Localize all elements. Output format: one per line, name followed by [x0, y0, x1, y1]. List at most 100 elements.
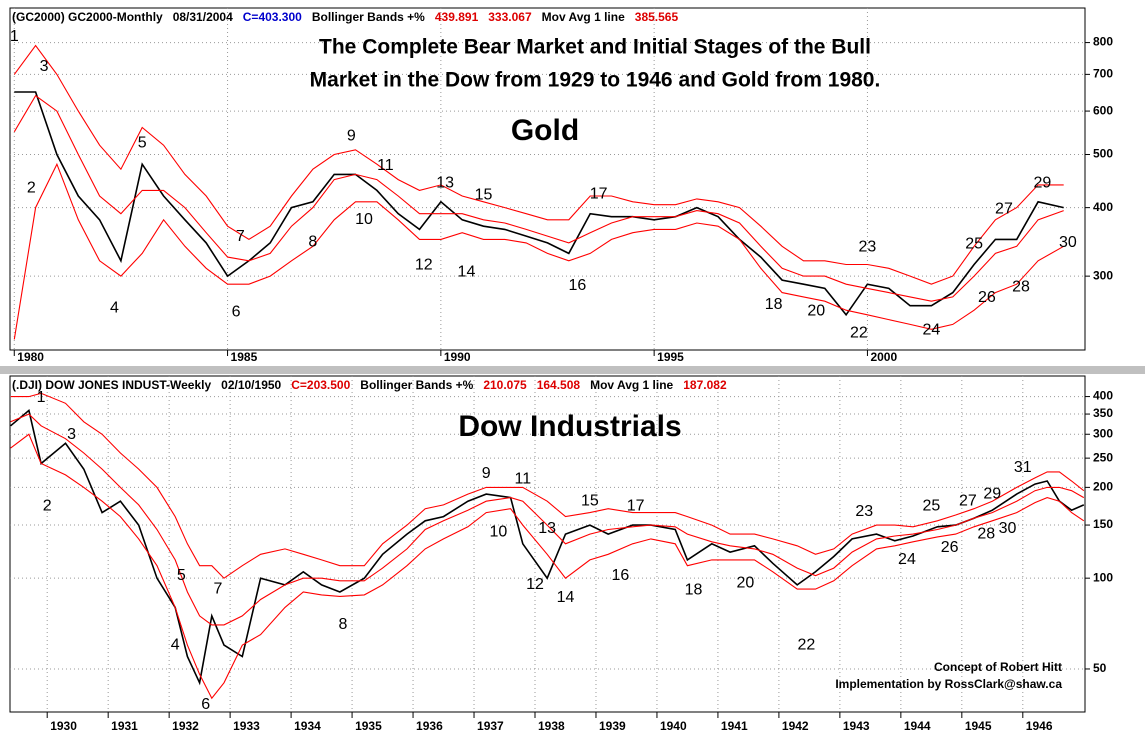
x-tick-label: 1995: [657, 350, 684, 364]
y-tick-label: 350: [1093, 406, 1113, 420]
y-tick-label: 50: [1093, 661, 1107, 675]
band-line: [10, 433, 1085, 700]
wave-label: 14: [458, 263, 476, 280]
header-part: 333.067: [488, 10, 532, 24]
panel-label: Gold: [511, 114, 579, 147]
x-tick-label: 1939: [599, 719, 626, 733]
x-tick-label: 1990: [444, 350, 471, 364]
x-tick-label: 1930: [50, 719, 77, 733]
plot-frame: [9, 375, 1086, 713]
x-tick-label: 1985: [231, 350, 258, 364]
y-tick-label: 250: [1093, 450, 1113, 464]
wave-label: 30: [1059, 234, 1077, 251]
x-tick-label: 1938: [538, 719, 565, 733]
wave-label: 31: [1014, 459, 1032, 476]
band-line: [13, 44, 1064, 285]
x-tick-label: 1944: [904, 719, 931, 733]
wave-label: 9: [482, 465, 491, 482]
header-part: 08/31/2004: [173, 10, 233, 24]
wave-label: 15: [581, 492, 599, 509]
chart-title: The Complete Bear Market and Initial Sta…: [319, 36, 871, 59]
panel-label: Dow Industrials: [458, 410, 681, 443]
header-part: 164.508: [537, 378, 581, 392]
wave-label: 27: [959, 492, 977, 509]
y-tick-label: 500: [1093, 147, 1113, 161]
x-tick-label: 1941: [721, 719, 748, 733]
wave-label: 10: [355, 211, 373, 228]
wave-label: 26: [941, 539, 959, 556]
header-part: 187.082: [683, 378, 727, 392]
chart-title: Market in the Dow from 1929 to 1946 and …: [310, 69, 881, 92]
header-part: 02/10/1950: [221, 378, 281, 392]
header-part: C=403.300: [243, 10, 302, 24]
wave-label: 10: [490, 523, 508, 540]
x-tick-label: 1935: [355, 719, 382, 733]
wave-label: 18: [685, 582, 703, 599]
wave-label: 17: [590, 186, 608, 203]
band-line: [13, 162, 1064, 340]
wave-label: 4: [110, 300, 119, 317]
wave-label: 13: [436, 175, 454, 192]
y-tick-label: 100: [1093, 570, 1113, 584]
wave-label: 4: [171, 636, 180, 653]
wave-label: 22: [797, 636, 815, 653]
y-tick-label: 800: [1093, 35, 1113, 49]
wave-label: 12: [526, 576, 544, 593]
wave-label: 29: [1033, 175, 1051, 192]
wave-label: 3: [67, 426, 76, 443]
wave-label: 20: [736, 575, 754, 592]
wave-label: 28: [977, 525, 995, 542]
x-tick-label: 1945: [965, 719, 992, 733]
wave-label: 7: [213, 580, 222, 597]
header-part: Bollinger Bands +%: [360, 378, 473, 392]
header-part: Mov Avg 1 line: [590, 378, 673, 392]
y-tick-label: 200: [1093, 480, 1113, 494]
x-tick-label: 2000: [870, 350, 897, 364]
wave-label: 28: [1012, 279, 1030, 296]
wave-label: 5: [138, 135, 147, 152]
wave-label: 25: [922, 498, 940, 515]
x-tick-label: 1943: [843, 719, 870, 733]
wave-label: 1: [10, 28, 19, 45]
band-line: [13, 94, 1064, 302]
wave-label: 26: [978, 289, 996, 306]
header-part: C=203.500: [291, 378, 350, 392]
wave-label: 27: [995, 201, 1013, 218]
wave-label: 9: [347, 127, 356, 144]
y-tick-label: 600: [1093, 103, 1113, 117]
band-line: [10, 413, 1085, 626]
x-tick-label: 1937: [477, 719, 504, 733]
credit: Concept of Robert Hitt: [934, 660, 1062, 674]
wave-label: 5: [177, 567, 186, 584]
wave-label: 8: [338, 616, 347, 633]
header-part: Mov Avg 1 line: [542, 10, 625, 24]
x-tick-label: 1934: [294, 719, 321, 733]
x-tick-label: 1933: [233, 719, 260, 733]
header-part: 385.565: [635, 10, 679, 24]
header-part: 210.075: [483, 378, 527, 392]
header-part: (GC2000) GC2000-Monthly: [12, 10, 163, 24]
wave-label: 2: [27, 179, 36, 196]
wave-label: 2: [43, 498, 52, 515]
y-tick-label: 300: [1093, 426, 1113, 440]
x-tick-label: 1946: [1026, 719, 1053, 733]
wave-label: 24: [898, 551, 916, 568]
wave-label: 6: [232, 303, 241, 320]
x-tick-label: 1932: [172, 719, 199, 733]
wave-label: 20: [807, 302, 825, 319]
panel-header: (.DJI) DOW JONES INDUST-Weekly 02/10/1950…: [12, 378, 727, 392]
x-tick-label: 1936: [416, 719, 443, 733]
wave-label: 8: [308, 233, 317, 250]
header-part: Bollinger Bands +%: [312, 10, 425, 24]
wave-label: 12: [415, 256, 433, 273]
x-tick-label: 1940: [660, 719, 687, 733]
panel-separator: [0, 366, 1145, 374]
plot-frame: [9, 7, 1086, 351]
panel-header: (GC2000) GC2000-Monthly 08/31/2004 C=403.3…: [12, 10, 678, 24]
wave-label: 16: [611, 567, 629, 584]
wave-label: 1: [37, 389, 46, 406]
x-tick-label: 1931: [111, 719, 138, 733]
wave-label: 11: [515, 470, 532, 487]
header-part: (.DJI) DOW JONES INDUST-Weekly: [12, 378, 211, 392]
wave-label: 24: [923, 321, 941, 338]
